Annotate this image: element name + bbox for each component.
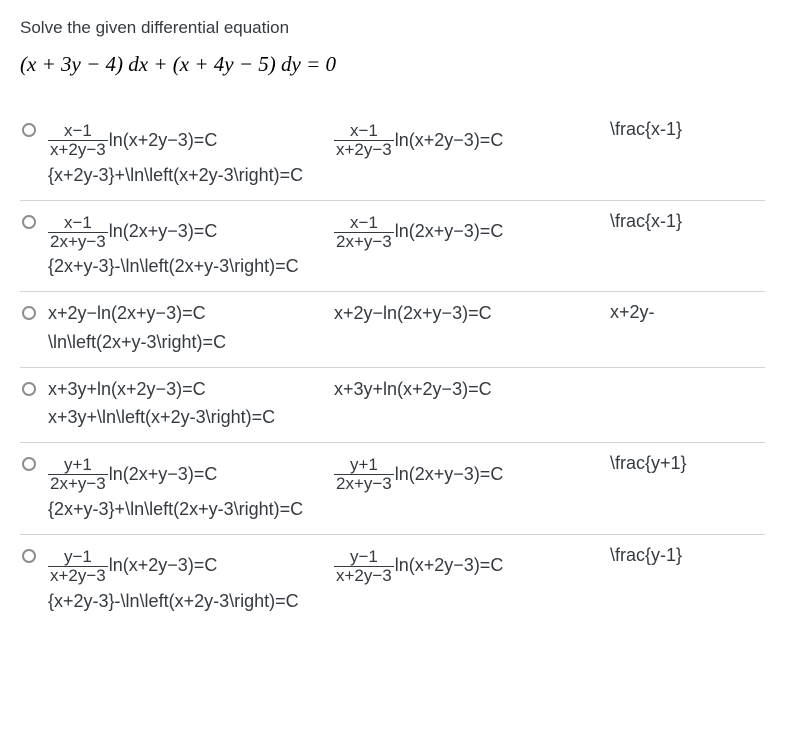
option-latex-line: {x+2y-3}+\ln\left(x+2y-3\right)=C — [48, 165, 765, 186]
option-row: x−12x+y−3ln(2x+y−3)=Cx−12x+y−3ln(2x+y−3)… — [20, 200, 765, 292]
option-radio[interactable] — [22, 306, 36, 320]
option-expr-col2: y+12x+y−3ln(2x+y−3)=C — [334, 453, 604, 493]
option-latex-line: \ln\left(2x+y-3\right)=C — [48, 332, 765, 353]
option-row: x+3y+ln(x+2y−3)=C x+3y+ln(x+2y−3)=C x+3y+\… — [20, 367, 765, 442]
option-latex-line: {2x+y-3}-\ln\left(2x+y-3\right)=C — [48, 256, 765, 277]
option-latex-frag-col3: \frac{y+1} — [610, 453, 765, 474]
option-columns: x+3y+ln(x+2y−3)=C x+3y+ln(x+2y−3)=C x+3y+\… — [48, 378, 765, 428]
option-latex-frag-col3: \frac{y-1} — [610, 545, 765, 566]
option-latex-line: x+3y+\ln\left(x+2y-3\right)=C — [48, 407, 765, 428]
option-row: x+2y−ln(2x+y−3)=C x+2y−ln(2x+y−3)=C x+2y- \… — [20, 291, 765, 366]
option-radio[interactable] — [22, 457, 36, 471]
option-row: y+12x+y−3ln(2x+y−3)=Cy+12x+y−3ln(2x+y−3)… — [20, 442, 765, 534]
option-expr-col1: y+12x+y−3ln(2x+y−3)=C — [48, 453, 328, 493]
option-columns: x−1x+2y−3ln(x+2y−3)=Cx−1x+2y−3ln(x+2y−3)… — [48, 119, 765, 186]
option-expr-col2: y−1x+2y−3ln(x+2y−3)=C — [334, 545, 604, 585]
option-radio[interactable] — [22, 382, 36, 396]
option-expr-col2: x−1x+2y−3ln(x+2y−3)=C — [334, 119, 604, 159]
option-latex-line: {2x+y-3}+\ln\left(2x+y-3\right)=C — [48, 499, 765, 520]
option-radio[interactable] — [22, 215, 36, 229]
option-latex-line: {x+2y-3}-\ln\left(x+2y-3\right)=C — [48, 591, 765, 612]
option-expr-col1: x+2y−ln(2x+y−3)=C — [48, 302, 328, 325]
option-expr-col1: x+3y+ln(x+2y−3)=C — [48, 378, 328, 401]
option-latex-frag-col3: x+2y- — [610, 302, 765, 323]
option-expr-col1: x−12x+y−3ln(2x+y−3)=C — [48, 211, 328, 251]
option-expr-col2: x+3y+ln(x+2y−3)=C — [334, 378, 604, 401]
option-latex-frag-col3: \frac{x-1} — [610, 119, 765, 140]
option-expr-col2: x+2y−ln(2x+y−3)=C — [334, 302, 604, 325]
problem-text: Solve the given differential equation — [20, 18, 765, 38]
option-radio[interactable] — [22, 549, 36, 563]
option-expr-col2: x−12x+y−3ln(2x+y−3)=C — [334, 211, 604, 251]
option-row: y−1x+2y−3ln(x+2y−3)=Cy−1x+2y−3ln(x+2y−3)… — [20, 534, 765, 626]
options-list: x−1x+2y−3ln(x+2y−3)=Cx−1x+2y−3ln(x+2y−3)… — [20, 109, 765, 626]
option-radio[interactable] — [22, 123, 36, 137]
option-columns: x+2y−ln(2x+y−3)=C x+2y−ln(2x+y−3)=C x+2y- \… — [48, 302, 765, 352]
option-columns: x−12x+y−3ln(2x+y−3)=Cx−12x+y−3ln(2x+y−3)… — [48, 211, 765, 278]
option-expr-col1: y−1x+2y−3ln(x+2y−3)=C — [48, 545, 328, 585]
option-row: x−1x+2y−3ln(x+2y−3)=Cx−1x+2y−3ln(x+2y−3)… — [20, 109, 765, 200]
problem-equation: (x + 3y − 4) dx + (x + 4y − 5) dy = 0 — [20, 52, 765, 77]
option-columns: y+12x+y−3ln(2x+y−3)=Cy+12x+y−3ln(2x+y−3)… — [48, 453, 765, 520]
option-expr-col1: x−1x+2y−3ln(x+2y−3)=C — [48, 119, 328, 159]
option-latex-frag-col3: \frac{x-1} — [610, 211, 765, 232]
option-columns: y−1x+2y−3ln(x+2y−3)=Cy−1x+2y−3ln(x+2y−3)… — [48, 545, 765, 612]
